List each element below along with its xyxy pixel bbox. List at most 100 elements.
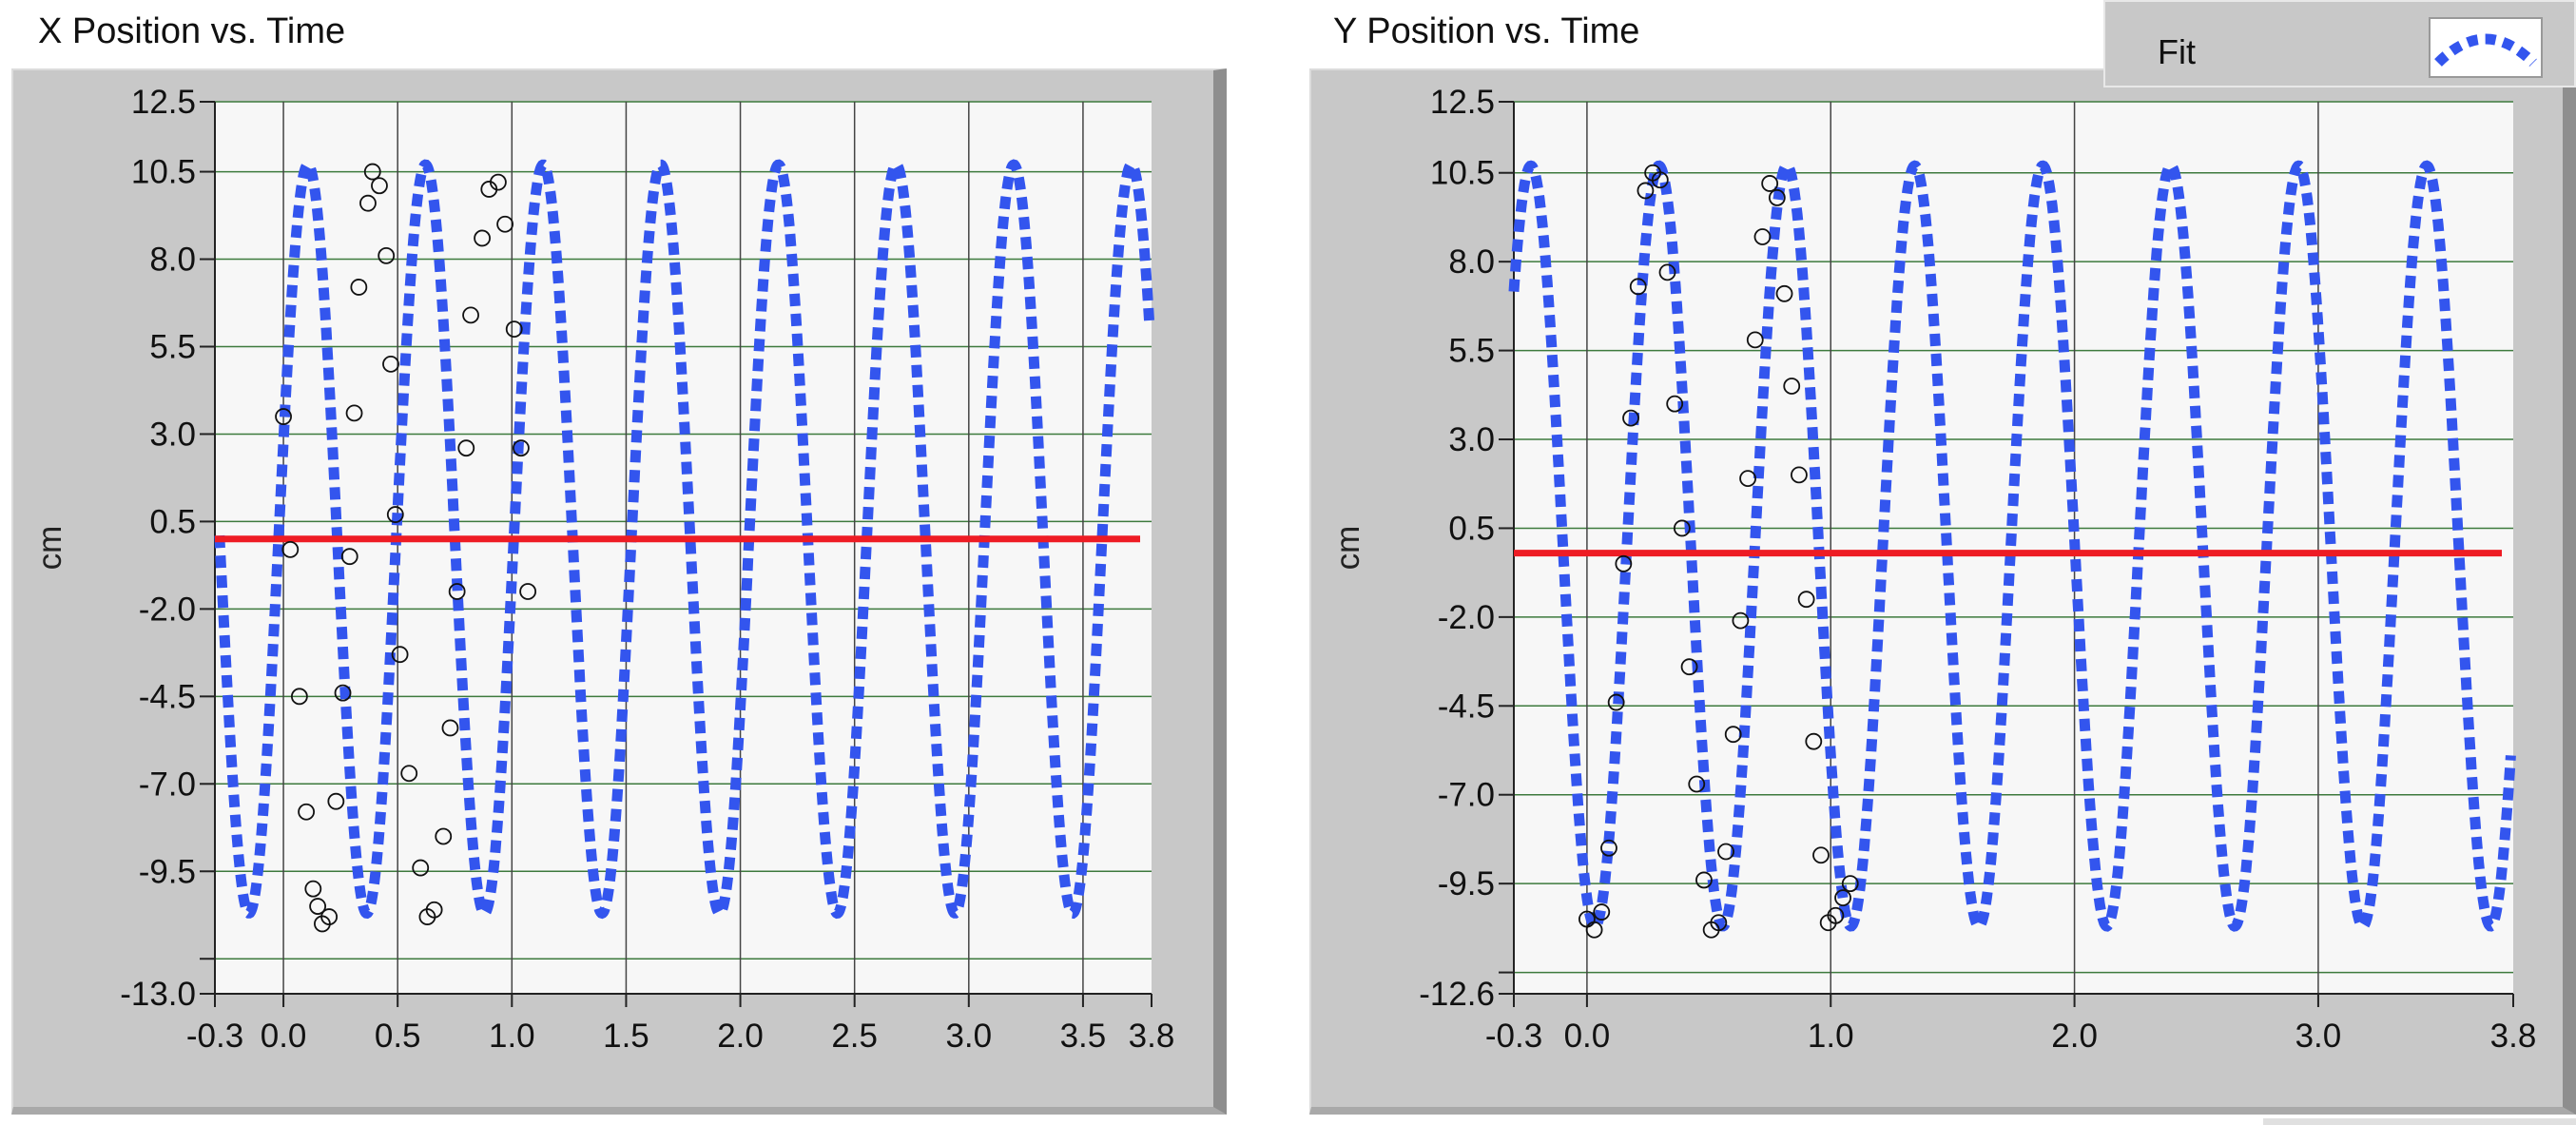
data-point bbox=[1732, 611, 1750, 630]
y-position-chart: 12.5 10.5 8.0 5.5 3.0 0.5 -2.0 -4.5 -7.0 -9.5 -12.… bbox=[1329, 84, 2537, 1055]
data-point bbox=[441, 719, 459, 737]
data-point bbox=[340, 548, 358, 566]
data-point bbox=[505, 320, 523, 338]
data-point bbox=[320, 908, 339, 925]
data-point bbox=[378, 246, 396, 264]
data-point bbox=[1629, 278, 1647, 296]
y-axis-label: cm bbox=[31, 526, 68, 571]
data-point bbox=[1746, 331, 1764, 349]
x-tick-label: 1.0 bbox=[1808, 1018, 1854, 1055]
x-tick-label: 0.5 bbox=[375, 1018, 421, 1055]
y-tick-label: -7.0 bbox=[139, 766, 196, 803]
y-tick-label: 8.0 bbox=[1448, 243, 1495, 281]
y-tick-label: 10.5 bbox=[1430, 155, 1495, 192]
data-point bbox=[359, 194, 377, 212]
data-point bbox=[435, 827, 453, 845]
data-point bbox=[290, 688, 308, 706]
y-axis-label: cm bbox=[1329, 526, 1366, 571]
data-point bbox=[1710, 914, 1728, 932]
y-tick-label: -4.5 bbox=[1438, 688, 1495, 725]
x-tick-label: 0.0 bbox=[1564, 1018, 1611, 1055]
data-point bbox=[1666, 395, 1684, 413]
y-tick-label: -9.5 bbox=[1438, 865, 1495, 902]
y-tick-label: -7.0 bbox=[1438, 777, 1495, 814]
data-point bbox=[425, 901, 443, 919]
y-tick-label: 0.5 bbox=[149, 503, 196, 540]
data-point bbox=[1585, 921, 1603, 939]
x-tick-label: 1.0 bbox=[489, 1018, 535, 1055]
plot-legend[interactable]: Fit bbox=[2103, 0, 2576, 87]
data-point bbox=[519, 583, 537, 600]
data-point bbox=[1768, 189, 1786, 206]
y-tick-label: 12.5 bbox=[131, 84, 196, 121]
data-point bbox=[1797, 591, 1815, 609]
x-tick-label: 2.5 bbox=[831, 1018, 878, 1055]
y-tick-label: 10.5 bbox=[131, 154, 196, 191]
x-tick-label: 0.0 bbox=[261, 1018, 307, 1055]
x-tick-label: 3.8 bbox=[2490, 1018, 2537, 1055]
data-point bbox=[1615, 554, 1633, 572]
data-point bbox=[275, 408, 292, 425]
x-tick-label: 3.0 bbox=[945, 1018, 992, 1055]
data-point bbox=[1841, 875, 1859, 893]
data-point bbox=[391, 646, 409, 664]
data-point bbox=[386, 506, 404, 523]
fit-curve bbox=[214, 159, 1155, 920]
y-tick-label: 0.5 bbox=[1448, 510, 1495, 547]
data-point bbox=[281, 540, 300, 558]
legend-swatch-fit[interactable] bbox=[2429, 17, 2543, 78]
data-point bbox=[1637, 182, 1655, 200]
data-point bbox=[496, 215, 514, 233]
data-point bbox=[334, 684, 352, 702]
x-tick-label: 3.0 bbox=[2295, 1018, 2342, 1055]
data-point bbox=[1688, 775, 1706, 793]
data-point bbox=[298, 803, 315, 821]
x-tick-label: 2.0 bbox=[2051, 1018, 2098, 1055]
data-point bbox=[363, 163, 381, 181]
data-point bbox=[382, 355, 399, 373]
data-point bbox=[1658, 263, 1676, 281]
data-point bbox=[1724, 726, 1742, 744]
x-position-chart: 12.5 10.5 8.0 5.5 3.0 0.5 -2.0 -4.5 -7.0 -9.5 -13.… bbox=[31, 84, 1175, 1055]
data-point bbox=[457, 439, 475, 457]
dotted-line-icon bbox=[2434, 33, 2537, 67]
data-point bbox=[309, 898, 327, 915]
y-position-graph[interactable]: 12.5 10.5 8.0 5.5 3.0 0.5 -2.0 -4.5 -7.0 -9.5 -12.… bbox=[1309, 68, 2576, 1115]
data-point bbox=[1673, 519, 1691, 537]
y-tick-label: -12.6 bbox=[1419, 976, 1495, 1013]
data-point bbox=[1834, 889, 1851, 906]
data-point bbox=[1775, 284, 1793, 302]
data-point bbox=[327, 792, 345, 810]
plot-area bbox=[1514, 102, 2513, 994]
x-tick-label: 3.5 bbox=[1060, 1018, 1107, 1055]
x-position-graph[interactable]: 12.5 10.5 8.0 5.5 3.0 0.5 -2.0 -4.5 -7.0 -9.5 -13.… bbox=[11, 68, 1227, 1115]
x-position-title: X Position vs. Time bbox=[38, 11, 346, 51]
data-point bbox=[400, 765, 418, 783]
y-tick-label: -4.5 bbox=[139, 678, 196, 715]
data-point bbox=[1805, 732, 1823, 750]
data-point bbox=[304, 880, 322, 898]
plot-area bbox=[215, 102, 1152, 994]
x-tick-label: -0.3 bbox=[1485, 1018, 1542, 1055]
data-point bbox=[1761, 175, 1779, 192]
y-tick-label: 12.5 bbox=[1430, 84, 1495, 121]
data-point bbox=[1739, 470, 1756, 488]
data-point bbox=[448, 583, 466, 600]
data-point bbox=[1651, 171, 1669, 189]
data-point bbox=[1753, 228, 1772, 245]
data-point bbox=[1717, 843, 1734, 861]
data-point bbox=[1791, 466, 1808, 484]
y-tick-label: -13.0 bbox=[120, 976, 196, 1013]
x-tick-label: -0.3 bbox=[186, 1018, 243, 1055]
x-tick-label: 2.0 bbox=[717, 1018, 764, 1055]
y-position-title: Y Position vs. Time bbox=[1333, 11, 1640, 51]
data-point bbox=[1680, 658, 1698, 676]
x-tick-label: 3.8 bbox=[1129, 1018, 1175, 1055]
fit-curve bbox=[1508, 160, 2516, 932]
data-point bbox=[513, 439, 530, 457]
data-point bbox=[462, 306, 479, 324]
data-point bbox=[345, 404, 363, 422]
y-tick-label: -2.0 bbox=[139, 591, 196, 628]
data-point bbox=[1812, 846, 1830, 864]
y-tick-label: -2.0 bbox=[1438, 599, 1495, 636]
